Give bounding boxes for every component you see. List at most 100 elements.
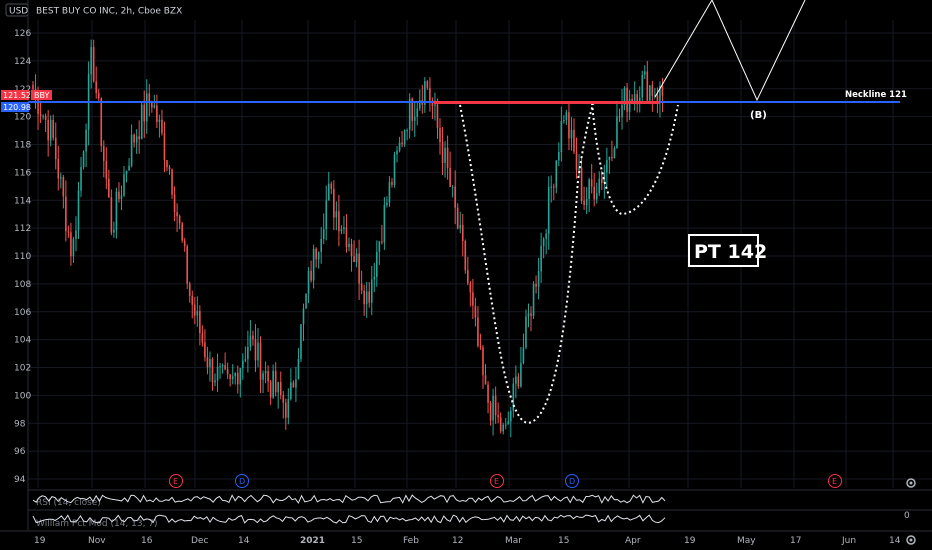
candle-body [482,347,484,376]
price-axis[interactable]: 94 96 98 100 102 104 106 108 110 112 114 116 118 120 1… [14,29,31,485]
y-tick-label: 96 [14,447,26,457]
candle-body [654,95,656,97]
candle-body [656,95,659,101]
candle-body [613,148,616,159]
candle-body [176,212,178,217]
earnings-marker[interactable] [490,474,504,488]
rsi-label: RSI (14, close) [36,498,101,508]
candle-body [646,71,649,101]
candle-body [62,177,65,197]
candle-body [608,157,611,161]
candle-body [188,283,191,296]
candle-body [120,195,123,200]
candle-body [441,142,444,163]
candle-body [80,167,82,191]
candle-body [123,174,125,196]
candle-body [527,313,530,317]
candle-body [204,342,206,358]
x-tick-label: Dec [191,536,208,546]
candle-body [590,179,593,187]
candle-body [57,159,60,179]
candle-body [133,134,135,143]
candle-body [95,81,97,93]
candle-body [373,276,376,280]
candle-body [191,295,194,305]
candle-body [426,81,429,88]
candle-body [239,368,242,385]
candle-body [431,100,434,106]
candle-body [307,270,310,294]
cup-large-dotted[interactable] [459,99,596,425]
candle-body [550,186,553,188]
candle-body [479,346,482,348]
candle-body [292,382,295,388]
candle-body [525,316,527,348]
neckline-price-tag: 120.98 [1,102,31,112]
candle-body [628,98,631,112]
candle-body [659,85,661,101]
candle-body [209,359,211,368]
candle-body [267,371,269,382]
candle-body [661,85,664,96]
candle-body [391,182,393,185]
candle-body [547,187,550,234]
candle-body [85,129,87,152]
gear-icon[interactable] [906,535,916,545]
symbol-title[interactable]: BEST BUY CO INC, 2h, Cboe BZX [36,7,182,17]
candle-body [145,93,148,122]
x-tick-label: 2021 [300,536,325,546]
currency-badge[interactable]: USD [9,7,28,17]
candle-body [183,240,186,247]
y-tick-label: 106 [14,308,31,318]
candle-body [247,346,249,360]
candle-body [378,241,381,252]
y-tick-label: 98 [14,419,26,429]
rsi-pane[interactable]: RSI (14, close) [32,494,666,508]
candle-body [257,342,259,361]
williams-label: William Pct Mod (14, 13, 7) [36,519,158,529]
x-tick-label: 14 [889,536,901,546]
candle-body [193,304,196,316]
dividend-marker[interactable] [565,474,579,488]
candle-body [633,94,636,103]
candle-body [418,100,421,109]
candle-body [555,160,558,188]
candle-body [512,383,515,411]
y-tick-label: 94 [14,475,26,485]
candle-body [236,372,239,385]
candle-body [509,410,512,422]
price-target-box[interactable]: PT 142 [688,234,767,267]
candle-body [376,251,378,277]
candle-body [583,200,585,206]
candle-body [70,232,72,257]
candle-body [570,129,573,139]
earnings-marker[interactable] [169,474,183,488]
candle-body [115,191,118,230]
candle-body [416,108,419,117]
y-tick-label: 116 [14,168,31,178]
dividend-marker-label: D [239,477,245,486]
williams-pane[interactable]: William Pct Mod (14, 13, 7) [32,514,666,529]
candle-body [226,369,229,375]
candle-body [135,136,138,143]
earnings-marker[interactable] [828,474,842,488]
candle-body [262,373,264,380]
dividend-marker-label: D [569,477,575,486]
candle-body [39,114,42,117]
x-tick-label: 19 [34,536,46,546]
candle-body [244,359,247,361]
candle-body [216,366,219,381]
candle-body [345,227,348,247]
candle-body [611,157,613,159]
candle-body [621,104,623,118]
candle-body [649,85,651,101]
settings-icon-right[interactable] [906,478,916,488]
dividend-marker[interactable] [235,474,249,488]
candle-body [651,85,654,96]
candle-body [386,202,388,205]
time-axis[interactable]: 19 Nov 16 Dec 14 2021 15 Feb 12 Mar 15 Apr 19 May 17 Ju… [34,536,901,546]
projection-zigzag[interactable] [654,0,806,102]
candle-body [565,112,568,121]
x-tick-label: 15 [351,536,362,546]
